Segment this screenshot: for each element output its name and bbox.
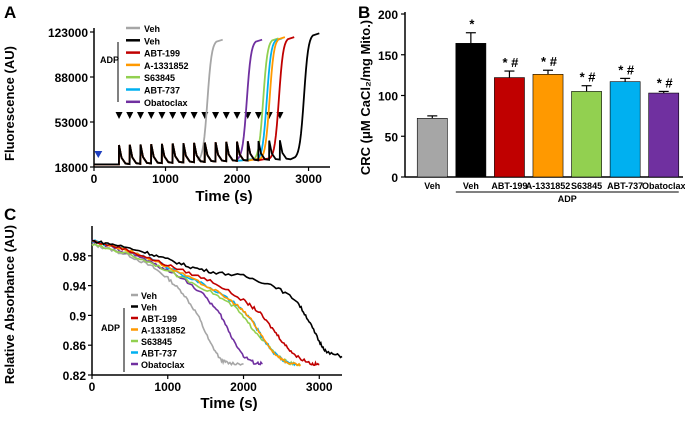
panel-a-trace-abt-737 [94, 37, 283, 166]
panel-b-category-label: A-1331852 [526, 181, 571, 191]
panel-c-trace-abt-737 [91, 239, 298, 367]
panel-b-adp-group-label: ADP [558, 194, 577, 204]
panel-a-adp-marker [94, 151, 103, 158]
panel-b-label: B [358, 3, 370, 22]
panel-a-label: A [4, 3, 16, 22]
panel-c-y-tick-label: 0.98 [63, 250, 87, 264]
panel-c-trace-obatoclax [91, 239, 263, 366]
panel-a-cacl2-pulse-marker [126, 112, 134, 119]
panel-a-legend-entry: Obatoclax [144, 98, 188, 108]
panel-a-trace-a-1331852 [94, 36, 286, 166]
panel-a-cacl2-pulse-marker [115, 112, 123, 119]
panel-a-trace-veh [94, 32, 320, 166]
panel-c-label: C [4, 205, 16, 224]
panel-a-cacl2-pulse-marker [179, 112, 187, 119]
panel-a-y-axis-title: Fluorescence (AU) [2, 46, 17, 161]
panel-b-category-label: ABT-737 [607, 181, 643, 191]
panel-a-legend-entry: Veh [144, 36, 160, 46]
panel-b-bar [532, 74, 564, 178]
panel-c-x-tick-label: 0 [89, 380, 96, 394]
panel-b-significance-mark: * # [580, 70, 597, 85]
panel-b-crc-bar-chart: 0 50 100 150 200 CRC (μM CaCl₂/mg Mito.) Veh * V… [358, 8, 685, 204]
panel-a-legend-entry: Veh [144, 24, 160, 34]
panel-c-x-tick-label: 3000 [306, 380, 333, 394]
panel-b-significance-mark: * # [618, 62, 635, 77]
panel-a-legend-entry: S63845 [144, 73, 175, 83]
panel-b-category-label: Veh [424, 181, 440, 191]
panel-a-cacl2-pulse-marker [222, 112, 230, 119]
panel-c-trace-veh [91, 239, 343, 359]
panel-c-legend-entry: Obatoclax [141, 360, 185, 370]
panel-c-x-tick-label: 1000 [154, 380, 181, 394]
panel-b-bar [455, 43, 487, 178]
panel-a-cacl2-pulse-marker [233, 112, 241, 119]
panel-b-category-label: Veh [463, 181, 479, 191]
panel-a-adp-label: ADP [100, 55, 119, 65]
panel-b-category-label: Obatoclax [642, 181, 685, 191]
panel-a-fluorescence-chart: 18000 53000 88000 123000 0 1000 2000 3000 Time (… [2, 24, 330, 205]
panel-b-y-tick-label: 0 [391, 171, 398, 185]
panel-c-legend-entry: S63845 [141, 337, 172, 347]
panel-a-legend-entry: A-1331852 [144, 61, 189, 71]
panel-c-legend-entry: Veh [141, 291, 157, 301]
panel-c-y-tick-label: 0.82 [63, 369, 87, 383]
panel-b-bar [571, 91, 602, 178]
panel-b-category-label: S63845 [571, 181, 602, 191]
panel-a-cacl2-pulse-marker [169, 112, 177, 119]
panel-a-cacl2-pulse-marker [212, 112, 220, 119]
panel-a-cacl2-pulse-marker [147, 112, 155, 119]
panel-b-significance-mark: * [469, 17, 475, 32]
panel-c-adp-label: ADP [101, 323, 120, 333]
panel-b-y-tick-label: 150 [378, 49, 398, 63]
panel-a-y-tick-label: 18000 [55, 161, 89, 175]
panel-a-legend-entry: ABT-737 [144, 86, 180, 96]
panel-c-legend-entry: ABT-199 [141, 314, 177, 324]
panel-c-y-axis-title: Relative Absorbance (AU) [2, 225, 17, 384]
panel-b-bar [648, 92, 680, 178]
panel-a-y-tick-label: 53000 [55, 116, 89, 130]
panel-b-bar [609, 81, 641, 178]
panel-b-category-label: ABT-199 [491, 181, 527, 191]
panel-a-x-tick-label: 2000 [224, 172, 251, 186]
panel-a-x-tick-label: 3000 [295, 172, 322, 186]
panel-c-trace-veh [91, 243, 244, 366]
panel-c-y-tick-label: 0.94 [63, 280, 87, 294]
panel-a-cacl2-pulse-marker [190, 112, 198, 119]
panel-c-x-axis-title: Time (s) [200, 395, 257, 412]
panel-a-cacl2-pulse-marker [136, 112, 144, 119]
panel-c-x-tick-label: 2000 [230, 380, 257, 394]
panel-b-significance-mark: * # [541, 54, 558, 69]
panel-b-y-tick-label: 200 [378, 8, 398, 22]
panel-b-y-tick-label: 100 [378, 90, 398, 104]
panel-a-x-tick-label: 0 [91, 172, 98, 186]
panel-b-significance-mark: * # [657, 75, 674, 90]
panel-c-absorbance-chart: 0.82 0.86 0.9 0.94 0.98 0 1000 2000 3000 Time (s)… [2, 225, 343, 412]
panel-c-y-tick-label: 0.86 [63, 339, 87, 353]
panel-c-trace-a-1331852 [91, 239, 301, 367]
panel-b-bar [416, 118, 448, 178]
panel-b-y-tick-label: 50 [385, 130, 399, 144]
panel-a-x-tick-label: 1000 [152, 172, 179, 186]
panel-a-y-tick-label: 88000 [55, 71, 89, 85]
panel-c-legend-entry: A-1331852 [141, 326, 186, 336]
panel-a-x-axis-title: Time (s) [195, 188, 252, 205]
panel-c-legend-entry: Veh [141, 303, 157, 313]
panel-a-legend-entry: ABT-199 [144, 49, 180, 59]
panel-a-cacl2-pulse-marker [158, 112, 166, 119]
panel-a-y-tick-label: 123000 [48, 26, 88, 40]
panel-c-trace-abt-199 [91, 240, 320, 367]
panel-a-cacl2-pulse-marker [254, 112, 262, 119]
panel-b-bar [494, 77, 525, 178]
panel-b-significance-mark: * # [502, 55, 519, 70]
panel-c-y-tick-label: 0.9 [69, 309, 86, 323]
panel-b-y-axis-title: CRC (μM CaCl₂/mg Mito.) [358, 20, 373, 175]
panel-c-legend-entry: ABT-737 [141, 349, 177, 359]
